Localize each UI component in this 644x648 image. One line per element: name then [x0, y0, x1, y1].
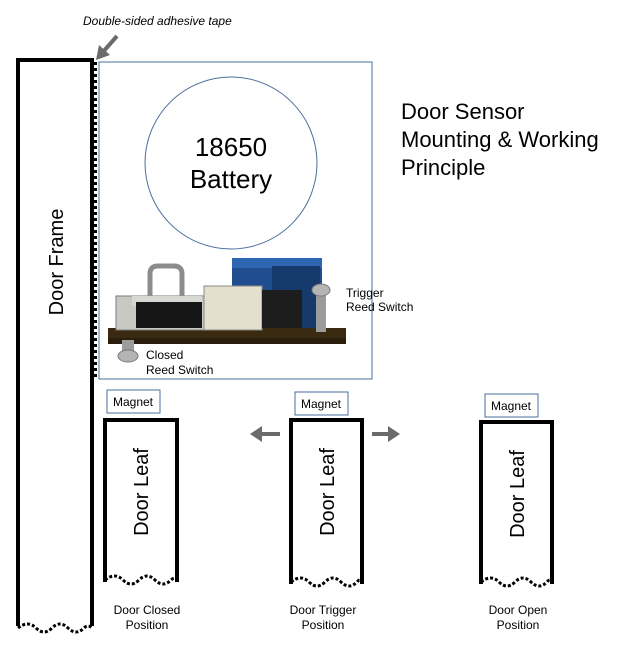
magnet-box-trigger	[294, 391, 349, 416]
position-label-open-line1: Door Open	[489, 603, 548, 617]
door-frame-label: Door Frame	[46, 209, 68, 316]
trigger-switch-label-line2: Reed Switch	[346, 300, 413, 314]
magnet-label-open: Magnet	[491, 399, 532, 413]
battery-label-line2: Battery	[190, 164, 272, 194]
position-label-open-line2: Position	[497, 618, 540, 632]
position-label-trigger-line1: Door Trigger	[290, 603, 357, 617]
door-frame	[16, 58, 94, 634]
arrow-left-icon	[250, 426, 280, 442]
tape-arrow	[96, 34, 119, 60]
magnet-label-trigger: Magnet	[301, 397, 342, 411]
position-label-closed-line2: Position	[126, 618, 169, 632]
sensor-pcb-image	[108, 258, 346, 363]
magnet-box-closed	[106, 389, 161, 414]
tape-label: Double-sided adhesive tape	[83, 14, 232, 28]
arrow-right-icon	[372, 426, 400, 442]
door-leaf-open	[479, 420, 554, 588]
position-label-trigger-line2: Position	[302, 618, 345, 632]
door-leaf-label-trigger: Door Leaf	[317, 448, 339, 536]
battery-circle	[144, 76, 318, 250]
closed-switch-label-line2: Reed Switch	[146, 363, 213, 377]
battery-label-line1: 18650	[195, 132, 267, 162]
position-label-closed-line1: Door Closed	[114, 603, 181, 617]
door-leaf-closed	[103, 418, 179, 586]
door-leaf-trigger	[289, 418, 364, 588]
title-line2: Mounting & Working	[401, 127, 599, 152]
door-leaf-label-open: Door Leaf	[507, 450, 529, 538]
title-line1: Door Sensor	[401, 99, 525, 124]
magnet-box-open	[484, 393, 539, 418]
trigger-switch-label-line1: Trigger	[346, 286, 384, 300]
door-leaf-label-closed: Door Leaf	[131, 448, 153, 536]
magnet-label-closed: Magnet	[113, 395, 154, 409]
closed-switch-label-line1: Closed	[146, 348, 183, 362]
title-line3: Principle	[401, 155, 485, 180]
